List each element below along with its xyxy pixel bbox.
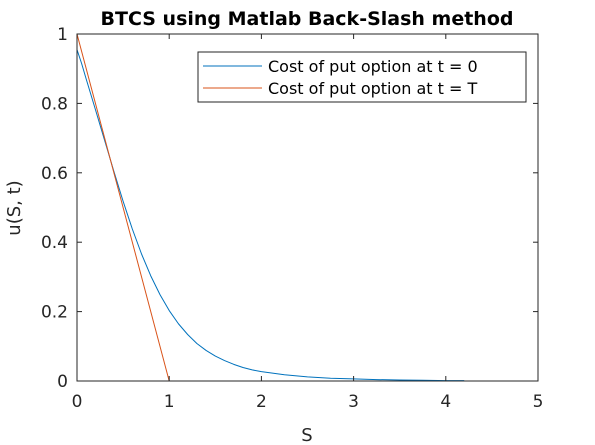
x-axis-label: S [301,425,312,445]
chart-title: BTCS using Matlab Back-Slash method [101,8,514,30]
y-tick-label: 0.4 [41,233,68,253]
legend-box [197,51,527,103]
x-tick-label: 2 [256,392,267,412]
axes-layer: 0 1 2 3 4 5 0 0.2 0.4 0.6 0.8 1 [41,25,543,412]
legend: Cost of put option at t = 0 Cost of put o… [197,51,527,103]
x-tick-label: 5 [533,392,544,412]
x-tick-label: 1 [164,392,175,412]
y-tick-label: 0.6 [41,164,68,184]
x-tick-label: 0 [72,392,83,412]
y-tick-label: 0.8 [41,94,68,114]
y-tick-label: 0.2 [41,303,68,323]
plot-area: 0 1 2 3 4 5 0 0.2 0.4 0.6 0.8 1 [41,25,543,412]
axes-box [76,33,539,382]
y-axis-label: u(S, t) [4,180,25,235]
x-tick-label: 3 [348,392,359,412]
y-tick-label: 0 [57,372,68,392]
legend-label: Cost of put option at t = 0 [268,57,478,76]
x-tick-label: 4 [440,392,451,412]
legend-label: Cost of put option at t = T [268,79,478,98]
y-tick-label: 1 [57,25,68,45]
